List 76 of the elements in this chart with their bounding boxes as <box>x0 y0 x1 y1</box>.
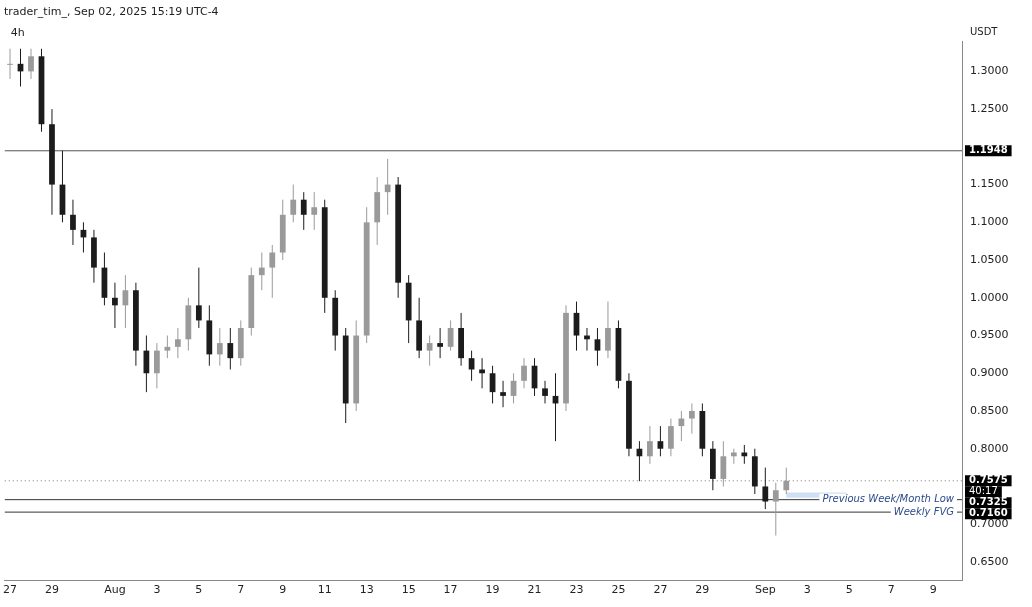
candlestick <box>762 467 769 510</box>
y-tick-label: 1.2500 <box>970 101 1009 115</box>
ref-line-label: 0.7160 <box>969 507 1008 519</box>
candlestick <box>227 327 234 370</box>
candlestick <box>500 380 506 408</box>
y-tick-label: 0.9000 <box>970 366 1009 380</box>
candlestick <box>668 418 674 457</box>
x-tick-label: 27 <box>653 583 668 597</box>
candlestick <box>290 184 297 223</box>
candlestick <box>7 48 13 80</box>
x-tick-label: 27 <box>3 583 18 597</box>
ref-line-label: 1.1948 <box>969 144 1008 156</box>
x-tick-label: 29 <box>695 583 710 597</box>
y-tick-label: 1.0500 <box>970 252 1009 266</box>
text: 4h <box>10 25 25 39</box>
x-tick-label: 3 <box>803 583 811 597</box>
y-tick-label: 0.8500 <box>970 403 1009 417</box>
ref-line-label: 0.7325 <box>969 496 1008 508</box>
candlestick <box>594 327 601 367</box>
y-tick-label: 0.8000 <box>970 441 1009 455</box>
candlestick <box>647 425 653 465</box>
x-tick-label: 25 <box>611 583 626 597</box>
x-tick-label: 19 <box>485 583 500 597</box>
candlestick <box>384 158 391 216</box>
candlestick <box>258 252 265 291</box>
x-tick-label: 11 <box>317 583 332 597</box>
x-tick-label: 7 <box>887 583 895 597</box>
x-tick-label: 13 <box>359 583 374 597</box>
x-tick-label: 5 <box>845 583 853 597</box>
x-tick-label: 9 <box>279 583 287 597</box>
x-tick-label: Aug <box>104 583 126 597</box>
x-tick-label: 9 <box>929 583 937 597</box>
annotation: Previous Week/Month Low <box>822 493 955 505</box>
y-tick-label: 1.1500 <box>970 177 1009 191</box>
candlestick <box>720 440 727 487</box>
x-tick-label: 21 <box>527 583 542 597</box>
annotation: Weekly FVG <box>893 505 955 517</box>
candlestick <box>311 191 318 231</box>
candlestick <box>437 327 443 359</box>
candlestick <box>300 191 307 231</box>
x-tick-label: Sep <box>754 583 776 597</box>
candlestick <box>164 335 171 359</box>
candlestick <box>783 467 790 495</box>
candlestick <box>657 425 664 457</box>
candlestick <box>70 199 76 246</box>
candlestick <box>28 48 34 80</box>
candlestick <box>521 357 527 389</box>
x-tick-label: 3 <box>153 583 161 597</box>
ref-line-label: 0.7575 <box>969 474 1008 486</box>
candlestick <box>479 357 485 389</box>
candlestick <box>154 342 160 389</box>
candlestick <box>216 327 223 367</box>
candlestick <box>112 282 118 329</box>
text: 40:17 <box>969 485 998 497</box>
x-tick-label: 5 <box>195 583 203 597</box>
candlestick <box>174 327 181 359</box>
y-tick-label: 1.0000 <box>970 290 1009 304</box>
candlestick <box>605 301 611 359</box>
x-tick-label: 23 <box>569 583 584 597</box>
y-axis-title: USDT <box>970 25 999 37</box>
x-tick-label: 7 <box>237 583 245 597</box>
y-tick-label: 1.3000 <box>970 64 1009 78</box>
candlestick <box>269 244 276 299</box>
y-tick-label: 0.7000 <box>970 517 1009 531</box>
candlestick <box>772 482 779 537</box>
y-tick-label: 0.9500 <box>970 328 1009 342</box>
candlestick <box>195 267 202 329</box>
chart-title: trader_tim_, Sep 02, 2025 15:19 UTC-4 <box>4 5 219 19</box>
y-tick-label: 1.1000 <box>970 215 1009 229</box>
x-tick-label: 15 <box>401 583 416 597</box>
candlestick <box>426 335 433 367</box>
x-tick-label: 29 <box>44 583 59 597</box>
candlestick <box>688 402 695 435</box>
candlestick <box>542 380 548 404</box>
y-tick-label: 0.6500 <box>970 554 1009 568</box>
x-tick-label: 17 <box>443 583 458 597</box>
